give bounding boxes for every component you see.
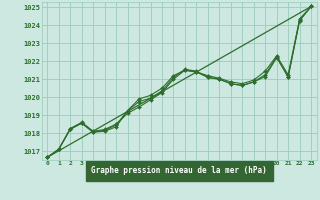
X-axis label: Graphe pression niveau de la mer (hPa): Graphe pression niveau de la mer (hPa) (91, 166, 267, 175)
